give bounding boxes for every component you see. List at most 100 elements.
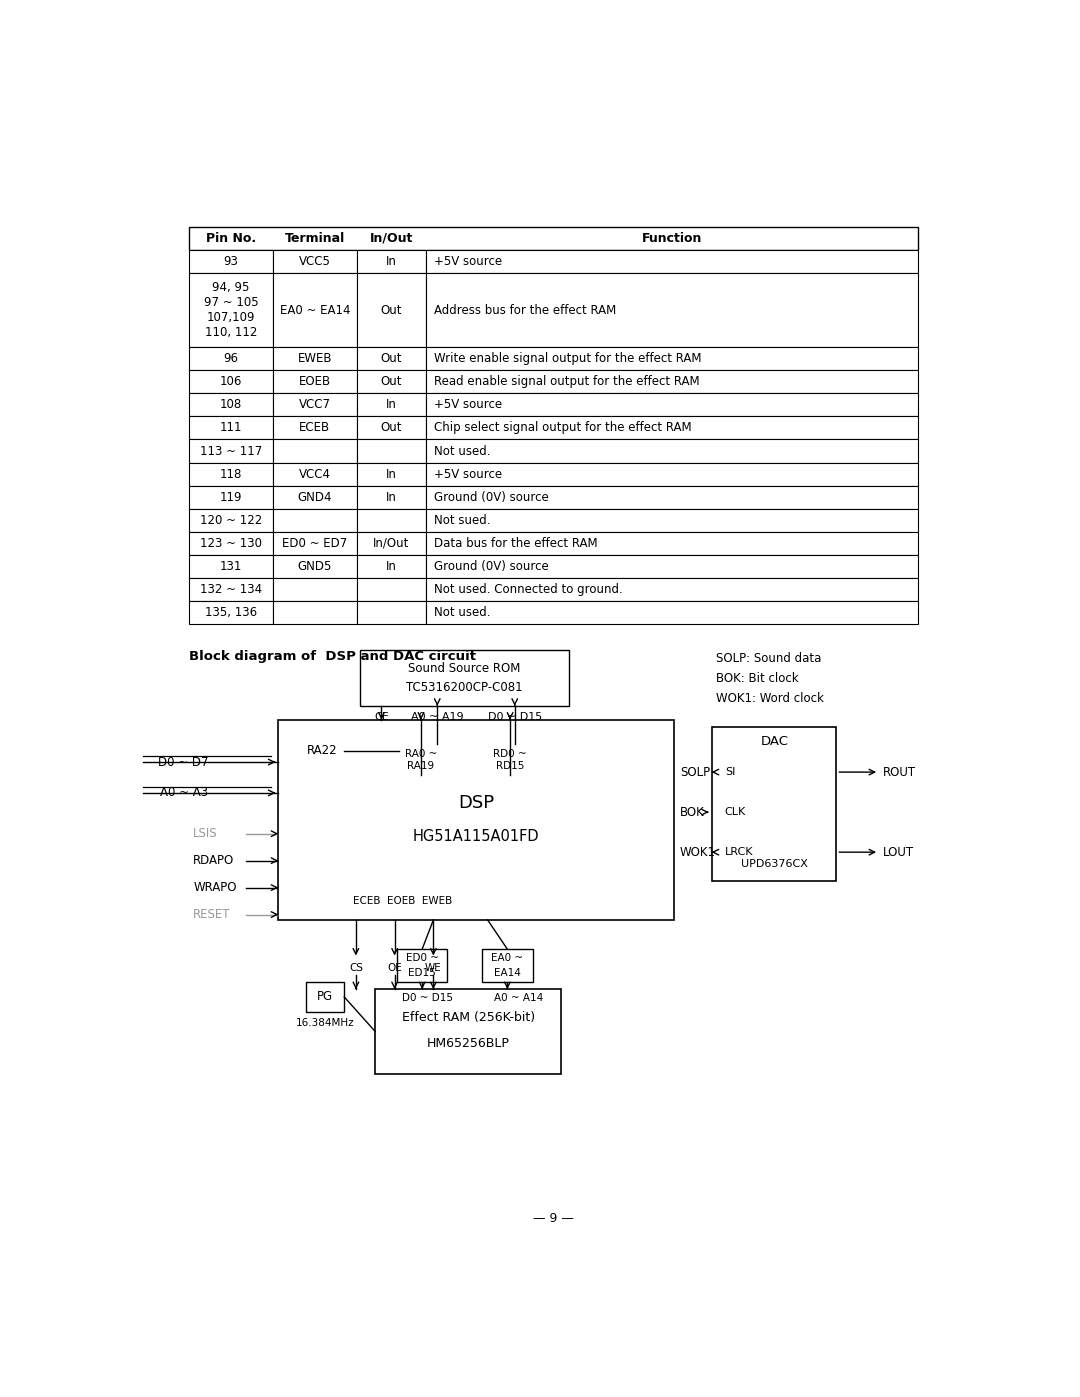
Text: In: In: [386, 468, 396, 481]
Bar: [273, 440, 356, 462]
Text: Address bus for the effect RAM: Address bus for the effect RAM: [434, 303, 616, 317]
Bar: [189, 226, 918, 250]
Text: ECEB  EOEB  EWEB: ECEB EOEB EWEB: [353, 897, 453, 907]
Bar: [482, 949, 532, 982]
Text: Read enable signal output for the effect RAM: Read enable signal output for the effect…: [434, 376, 700, 388]
Bar: [273, 578, 356, 601]
Text: Not used. Connected to ground.: Not used. Connected to ground.: [434, 583, 622, 597]
Bar: [356, 555, 426, 578]
Bar: [273, 532, 356, 555]
Text: EA0 ~: EA0 ~: [491, 953, 524, 963]
Text: UPD6376CX: UPD6376CX: [741, 859, 808, 869]
Text: RA22: RA22: [307, 745, 338, 757]
Text: HG51A115A01FD: HG51A115A01FD: [413, 830, 539, 844]
Bar: [356, 250, 426, 274]
Text: Chip select signal output for the effect RAM: Chip select signal output for the effect…: [434, 422, 691, 434]
Text: DAC: DAC: [760, 735, 788, 747]
Text: EWEB: EWEB: [298, 352, 333, 365]
Bar: [273, 509, 356, 532]
Bar: [189, 578, 273, 601]
Bar: [356, 346, 426, 370]
Bar: [356, 578, 426, 601]
Text: 93: 93: [224, 256, 239, 268]
Text: ED15: ED15: [408, 968, 436, 978]
Text: BOK: Bit clock: BOK: Bit clock: [716, 672, 799, 685]
Text: In: In: [386, 256, 396, 268]
Text: GND4: GND4: [298, 490, 333, 504]
Bar: [356, 416, 426, 440]
Bar: [426, 601, 918, 624]
Text: In/Out: In/Out: [369, 232, 413, 244]
Bar: [356, 532, 426, 555]
Text: Ground (0V) source: Ground (0V) source: [434, 560, 549, 573]
Text: RD15: RD15: [496, 761, 524, 771]
Text: D0 ~ D15: D0 ~ D15: [403, 993, 454, 1003]
Text: ECEB: ECEB: [299, 422, 330, 434]
Bar: [426, 393, 918, 416]
Text: 131: 131: [220, 560, 242, 573]
Text: EOEB: EOEB: [299, 376, 330, 388]
Text: VCC7: VCC7: [299, 398, 330, 411]
Text: VCC4: VCC4: [299, 468, 330, 481]
Bar: [273, 601, 356, 624]
Bar: [356, 462, 426, 486]
Text: Write enable signal output for the effect RAM: Write enable signal output for the effec…: [434, 352, 701, 365]
Text: In: In: [386, 490, 396, 504]
Text: Ground (0V) source: Ground (0V) source: [434, 490, 549, 504]
Text: 118: 118: [220, 468, 242, 481]
Text: OE: OE: [388, 963, 402, 972]
Text: Not sued.: Not sued.: [434, 514, 490, 527]
Text: 135, 136: 135, 136: [205, 606, 257, 619]
Text: 111: 111: [220, 422, 242, 434]
Text: 16.384MHz: 16.384MHz: [296, 1018, 354, 1028]
Bar: [273, 250, 356, 274]
Text: RA19: RA19: [407, 761, 434, 771]
Text: TC5316200CP-C081: TC5316200CP-C081: [406, 680, 523, 694]
Bar: [426, 346, 918, 370]
Text: RA0 ~: RA0 ~: [405, 749, 437, 759]
Text: RD0 ~: RD0 ~: [494, 749, 527, 759]
Bar: [279, 719, 674, 921]
Text: Not used.: Not used.: [434, 606, 490, 619]
Bar: [426, 274, 918, 346]
Text: 113 ~ 117: 113 ~ 117: [200, 444, 262, 457]
Text: VCC5: VCC5: [299, 256, 330, 268]
Bar: [426, 440, 918, 462]
Text: ED0 ~ ED7: ED0 ~ ED7: [282, 536, 348, 550]
Text: A0 ~ A19: A0 ~ A19: [410, 711, 463, 722]
Bar: [356, 440, 426, 462]
Bar: [356, 601, 426, 624]
Text: WOK1: WOK1: [679, 845, 716, 859]
Bar: [360, 651, 569, 705]
Bar: [189, 346, 273, 370]
Text: 120 ~ 122: 120 ~ 122: [200, 514, 262, 527]
Bar: [273, 274, 356, 346]
Text: D0 ~ D15: D0 ~ D15: [488, 711, 542, 722]
Text: SI: SI: [725, 767, 735, 777]
Text: 132 ~ 134: 132 ~ 134: [200, 583, 262, 597]
Text: Sound Source ROM: Sound Source ROM: [408, 662, 521, 675]
Text: BOK: BOK: [679, 806, 704, 819]
Bar: [399, 745, 444, 775]
Text: — 9 —: — 9 —: [534, 1213, 573, 1225]
Text: WRAPO: WRAPO: [193, 882, 237, 894]
Text: SOLP: Sound data: SOLP: Sound data: [716, 651, 822, 665]
Bar: [189, 274, 273, 346]
Text: 108: 108: [220, 398, 242, 411]
Bar: [356, 486, 426, 509]
Text: In: In: [386, 560, 396, 573]
Bar: [356, 274, 426, 346]
Text: 106: 106: [220, 376, 242, 388]
Bar: [426, 486, 918, 509]
Bar: [426, 370, 918, 393]
Bar: [356, 370, 426, 393]
Text: CS: CS: [349, 963, 363, 972]
Text: LSIS: LSIS: [193, 827, 218, 840]
Bar: [426, 462, 918, 486]
Bar: [426, 555, 918, 578]
Text: WE: WE: [426, 963, 442, 972]
Bar: [189, 370, 273, 393]
Text: SOLP: SOLP: [679, 766, 710, 778]
Text: CLK: CLK: [725, 807, 746, 817]
Text: EA14: EA14: [494, 968, 521, 978]
